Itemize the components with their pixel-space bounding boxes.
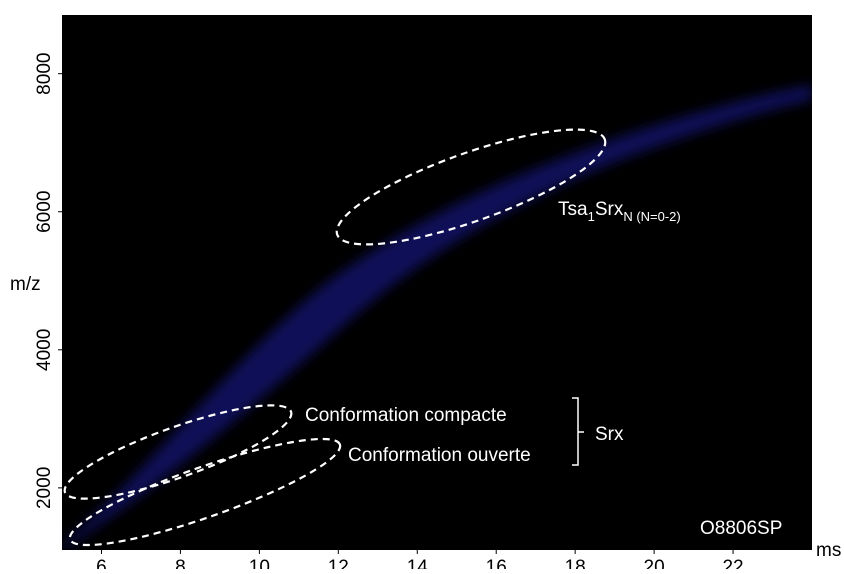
x-tick-label: 20 [644, 557, 665, 569]
ellipse-ouverte [68, 437, 342, 547]
x-axis-label: ms [816, 540, 841, 561]
annotation-sample: O8806SP [700, 518, 782, 539]
annotation-tsa: Tsa1SrxN (N=0-2) [558, 199, 681, 224]
x-tick-label: 16 [486, 557, 507, 569]
x-tick-label: 6 [96, 557, 107, 569]
x-tick-label: 10 [249, 557, 270, 569]
x-tick-label: 14 [407, 557, 429, 569]
x-tick-label: 12 [328, 557, 349, 569]
x-tick-label: 18 [565, 557, 586, 569]
y-tick-label: 2000 [34, 467, 55, 509]
srx-bracket [572, 397, 584, 466]
signal-streaks [63, 67, 812, 544]
ellipse-tsa [335, 128, 607, 246]
y-axis-label: m/z [10, 274, 41, 295]
y-tick-label: 4000 [34, 329, 55, 371]
ellipse-compacte [63, 404, 293, 500]
annotation-compacte: Conformation compacte [305, 405, 507, 426]
y-tick-label: 8000 [34, 53, 55, 95]
annotation-ouverte: Conformation ouverte [348, 445, 531, 466]
annotation-srx: Srx [595, 424, 624, 445]
signal [62, 67, 812, 550]
x-tick-label: 8 [175, 557, 186, 569]
y-tick-label: 6000 [34, 191, 55, 233]
x-tick-label: 22 [722, 557, 743, 569]
